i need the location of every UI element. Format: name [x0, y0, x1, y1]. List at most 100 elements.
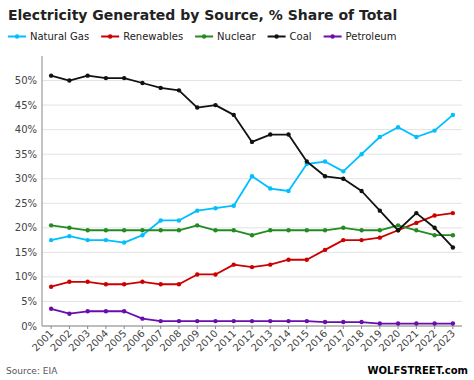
y-tick-label: 15%: [15, 247, 37, 258]
marker: [286, 228, 290, 232]
marker: [177, 218, 181, 222]
marker: [122, 309, 126, 313]
marker: [451, 321, 455, 325]
marker: [268, 132, 272, 136]
marker: [104, 282, 108, 286]
grid-line: [42, 80, 462, 81]
marker: [432, 226, 436, 230]
legend-marker: [15, 34, 19, 38]
legend-label: Petroleum: [346, 31, 397, 42]
legend-label: Natural Gas: [30, 31, 89, 42]
legend-item: Nuclear: [195, 31, 256, 42]
marker: [158, 86, 162, 90]
marker: [49, 238, 53, 242]
marker: [268, 186, 272, 190]
marker: [140, 316, 144, 320]
marker: [250, 265, 254, 269]
marker: [104, 238, 108, 242]
marker: [341, 169, 345, 173]
marker: [232, 204, 236, 208]
marker: [49, 223, 53, 227]
marker: [140, 280, 144, 284]
line: [51, 309, 453, 324]
marker: [195, 319, 199, 323]
marker: [232, 319, 236, 323]
marker: [195, 208, 199, 212]
grid-line: [42, 252, 462, 253]
legend-label: Nuclear: [217, 31, 256, 42]
marker: [341, 177, 345, 181]
marker: [250, 174, 254, 178]
marker: [359, 320, 363, 324]
marker: [396, 223, 400, 227]
legend-marker: [274, 34, 278, 38]
marker: [432, 128, 436, 132]
marker: [451, 245, 455, 249]
marker: [67, 78, 71, 82]
legend-item: Coal: [268, 31, 312, 42]
marker: [286, 319, 290, 323]
marker: [67, 280, 71, 284]
marker: [85, 309, 89, 313]
chart: Electricity Generated by Source, % Share…: [0, 0, 474, 380]
marker: [341, 226, 345, 230]
marker: [378, 208, 382, 212]
marker: [378, 321, 382, 325]
marker: [323, 248, 327, 252]
y-tick-label: 50%: [15, 75, 37, 86]
legend-marker: [330, 34, 334, 38]
x-axis-line: [42, 326, 462, 327]
marker: [359, 189, 363, 193]
line: [51, 76, 453, 248]
marker: [104, 76, 108, 80]
marker: [140, 81, 144, 85]
marker: [158, 319, 162, 323]
marker: [85, 280, 89, 284]
marker: [305, 159, 309, 163]
series: [49, 73, 455, 249]
marker: [158, 282, 162, 286]
legend-item: Natural Gas: [8, 31, 89, 42]
legend-label: Coal: [290, 31, 312, 42]
series: [49, 211, 455, 289]
marker: [49, 73, 53, 77]
marker: [323, 174, 327, 178]
y-tick-label: 45%: [15, 100, 37, 111]
marker: [158, 228, 162, 232]
marker: [305, 319, 309, 323]
marker: [359, 152, 363, 156]
marker: [396, 321, 400, 325]
marker: [451, 113, 455, 117]
marker: [268, 228, 272, 232]
marker: [359, 238, 363, 242]
legend-item: Petroleum: [324, 31, 397, 42]
marker: [305, 228, 309, 232]
y-tick-label: 10%: [15, 271, 37, 282]
marker: [195, 223, 199, 227]
marker: [177, 88, 181, 92]
marker: [158, 218, 162, 222]
marker: [432, 213, 436, 217]
marker: [268, 319, 272, 323]
marker: [268, 262, 272, 266]
marker: [432, 321, 436, 325]
legend-label: Renewables: [123, 31, 183, 42]
marker: [286, 132, 290, 136]
series: [49, 307, 455, 326]
grid-line: [42, 326, 462, 327]
marker: [122, 228, 126, 232]
marker: [213, 228, 217, 232]
legend-item: Renewables: [101, 31, 183, 42]
marker: [341, 320, 345, 324]
legend: Natural Gas Renewables Nuclear Coal Petroleu…: [8, 31, 396, 42]
grid: [42, 81, 462, 326]
marker: [140, 233, 144, 237]
grid-line: [42, 227, 462, 228]
marker: [49, 285, 53, 289]
marker: [177, 282, 181, 286]
marker: [323, 320, 327, 324]
marker: [213, 272, 217, 276]
marker: [250, 319, 254, 323]
marker: [396, 228, 400, 232]
marker: [177, 228, 181, 232]
